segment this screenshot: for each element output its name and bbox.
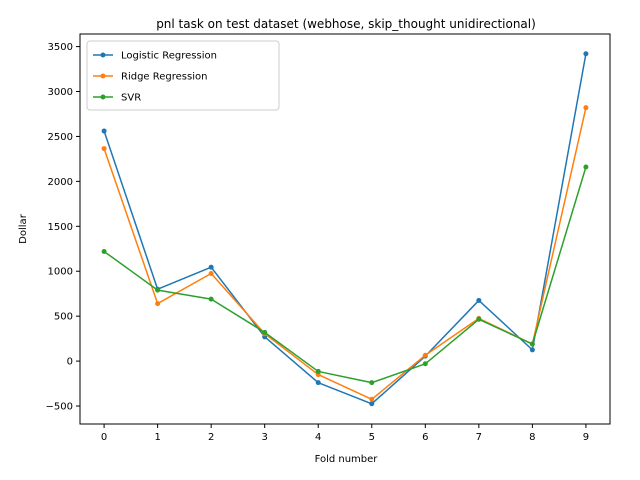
- plot-frame: [79, 33, 611, 425]
- chart-title: pnl task on test dataset (webhose, skip_…: [156, 17, 536, 31]
- data-point: [315, 380, 321, 386]
- legend: Logistic Regression Ridge Regression SVR: [86, 40, 280, 111]
- x-tick-label: 0: [101, 432, 107, 443]
- y-tick-label: 3000: [48, 87, 73, 98]
- y-tick-label: 1000: [48, 267, 73, 278]
- y-tick-label: −500: [46, 402, 73, 413]
- y-tick-label: 1500: [48, 222, 73, 233]
- data-point: [315, 368, 321, 374]
- data-point: [101, 128, 107, 134]
- x-tick-label: 2: [208, 432, 214, 443]
- data-point: [208, 270, 214, 276]
- x-tick-label: 3: [262, 432, 268, 443]
- data-point: [422, 361, 428, 367]
- legend-marker: [100, 52, 106, 58]
- data-point: [101, 248, 107, 254]
- y-tick-label: 3500: [48, 42, 73, 53]
- data-point: [422, 352, 428, 358]
- x-tick-label: 9: [583, 432, 589, 443]
- data-point: [101, 146, 107, 152]
- y-tick-label: 2000: [48, 177, 73, 188]
- legend-label: SVR: [121, 93, 141, 104]
- data-point: [476, 297, 482, 303]
- data-point: [529, 341, 535, 347]
- data-point: [262, 329, 268, 335]
- data-point: [529, 347, 535, 353]
- data-point: [583, 51, 589, 57]
- series-layer: [101, 51, 589, 407]
- series-2: [101, 164, 589, 386]
- legend-label: Ridge Regression: [121, 72, 207, 83]
- legend-label: Logistic Regression: [121, 51, 217, 62]
- data-point: [208, 264, 214, 270]
- data-point: [208, 296, 214, 302]
- legend-frame: [86, 40, 280, 111]
- y-tick-label: 0: [67, 357, 73, 368]
- x-tick-label: 5: [369, 432, 375, 443]
- x-tick-label: 6: [422, 432, 428, 443]
- x-tick-label: 7: [476, 432, 482, 443]
- data-point: [369, 380, 375, 386]
- y-tick-label: 500: [54, 312, 73, 323]
- y-tick-label: 2500: [48, 132, 73, 143]
- series-line: [103, 166, 587, 384]
- x-axis-title: Fold number: [315, 454, 379, 465]
- x-tick-label: 8: [529, 432, 535, 443]
- data-point: [476, 316, 482, 322]
- series-line: [103, 53, 587, 405]
- legend-marker: [100, 94, 106, 100]
- y-axis: −500 0 500 1000 1500 2000 2500 3000 3500: [46, 42, 80, 413]
- legend-marker: [100, 73, 106, 79]
- data-point: [583, 105, 589, 111]
- x-tick-label: 4: [315, 432, 321, 443]
- data-point: [155, 287, 161, 293]
- data-point: [583, 164, 589, 170]
- y-axis-title: Dollar: [18, 213, 29, 244]
- data-point: [369, 396, 375, 402]
- x-tick-label: 1: [154, 432, 160, 443]
- data-point: [369, 401, 375, 407]
- data-point: [155, 301, 161, 307]
- x-axis: 0 1 2 3 4 5 6 7 8 9: [101, 424, 589, 443]
